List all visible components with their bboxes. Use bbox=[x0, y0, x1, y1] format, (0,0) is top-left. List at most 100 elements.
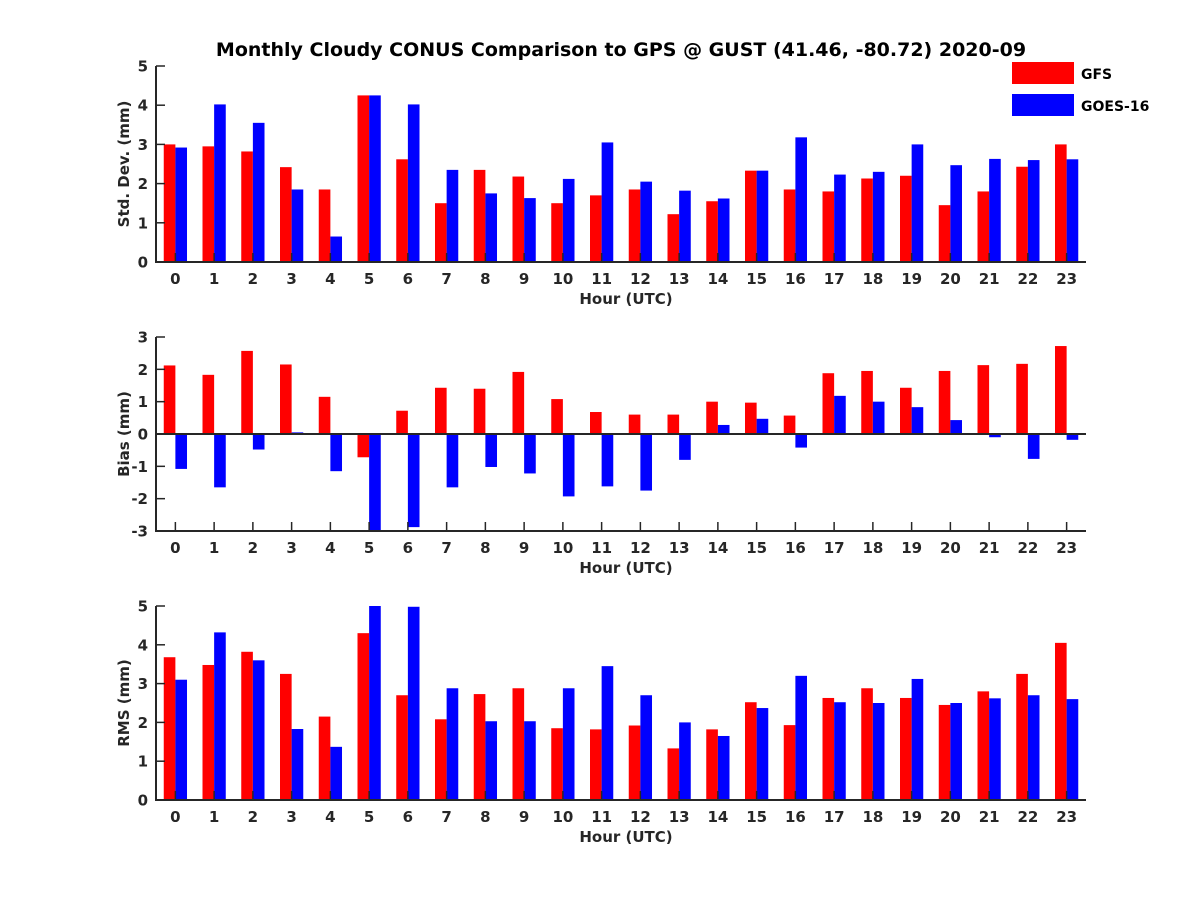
x-tick-label: 8 bbox=[480, 539, 490, 557]
bar-gfs-hour-13 bbox=[667, 214, 680, 262]
x-tick-label: 15 bbox=[746, 270, 767, 288]
legend-label-gfs: GFS bbox=[1081, 67, 1112, 83]
y-tick-label: -1 bbox=[131, 458, 148, 476]
bar-goes-16-hour-21 bbox=[989, 434, 1001, 438]
bar-goes-16-hour-14 bbox=[717, 735, 730, 800]
bar-gfs-hour-2 bbox=[241, 350, 253, 434]
x-tick-label: 15 bbox=[746, 539, 767, 557]
bar-goes-16-hour-8 bbox=[485, 193, 498, 262]
bar-gfs-hour-19 bbox=[900, 697, 912, 800]
x-tick-label: 10 bbox=[552, 270, 573, 288]
x-tick-label: 23 bbox=[1056, 808, 1077, 826]
x-tick-label: 4 bbox=[325, 270, 335, 288]
bar-gfs-hour-1 bbox=[202, 374, 215, 434]
bar-goes-16-hour-13 bbox=[679, 190, 691, 262]
bar-gfs-hour-6 bbox=[396, 159, 408, 262]
x-tick-label: 18 bbox=[862, 270, 883, 288]
x-tick-label: 21 bbox=[979, 808, 1000, 826]
bar-goes-16-hour-20 bbox=[950, 165, 962, 262]
bar-goes-16-hour-17 bbox=[834, 174, 846, 262]
x-tick-label: 0 bbox=[170, 539, 180, 557]
bar-gfs-hour-7 bbox=[435, 719, 447, 800]
x-tick-label: 12 bbox=[630, 808, 651, 826]
bar-gfs-hour-14 bbox=[706, 201, 718, 262]
bar-gfs-hour-6 bbox=[396, 410, 408, 434]
bar-gfs-hour-1 bbox=[202, 664, 215, 800]
x-tick-label: 9 bbox=[519, 270, 529, 288]
bar-goes-16-hour-16 bbox=[795, 434, 807, 448]
bar-gfs-hour-20 bbox=[938, 704, 951, 800]
bar-goes-16-hour-11 bbox=[601, 142, 614, 262]
bar-goes-16-hour-2 bbox=[252, 122, 265, 262]
bar-goes-16-hour-12 bbox=[640, 434, 653, 491]
bar-goes-16-hour-19 bbox=[911, 407, 924, 434]
x-tick-label: 0 bbox=[170, 808, 180, 826]
bar-gfs-hour-0 bbox=[163, 144, 176, 262]
bar-gfs-hour-6 bbox=[396, 695, 408, 800]
bar-goes-16-hour-16 bbox=[795, 675, 807, 800]
y-tick-label: 3 bbox=[138, 675, 148, 693]
x-tick-label: 8 bbox=[480, 808, 490, 826]
x-tick-label: 18 bbox=[862, 808, 883, 826]
bar-goes-16-hour-15 bbox=[756, 708, 769, 800]
legend: GFS GOES-16 bbox=[1012, 62, 1149, 116]
legend-label-goes-16: GOES-16 bbox=[1081, 99, 1149, 115]
x-tick-label: 20 bbox=[940, 539, 961, 557]
bar-gfs-hour-19 bbox=[900, 387, 912, 434]
x-tick-label: 8 bbox=[480, 270, 490, 288]
bar-gfs-hour-5 bbox=[357, 434, 370, 458]
bar-goes-16-hour-2 bbox=[252, 660, 265, 800]
bar-gfs-hour-13 bbox=[667, 748, 680, 800]
bar-gfs-hour-17 bbox=[822, 697, 835, 800]
x-tick-label: 1 bbox=[209, 539, 219, 557]
y-tick-label: 3 bbox=[138, 136, 148, 154]
bar-gfs-hour-16 bbox=[783, 725, 796, 800]
bar-gfs-hour-11 bbox=[590, 195, 602, 262]
x-tick-label: 12 bbox=[630, 539, 651, 557]
x-tick-label: 7 bbox=[441, 270, 451, 288]
x-axis-label: Hour (UTC) bbox=[579, 559, 672, 577]
x-tick-label: 10 bbox=[552, 808, 573, 826]
bar-gfs-hour-18 bbox=[861, 688, 873, 800]
x-tick-label: 9 bbox=[519, 808, 529, 826]
y-tick-label: 1 bbox=[138, 393, 148, 411]
y-axis-label: RMS (mm) bbox=[115, 659, 133, 746]
x-tick-label: 9 bbox=[519, 539, 529, 557]
bar-gfs-hour-4 bbox=[318, 189, 331, 262]
bar-gfs-hour-15 bbox=[745, 402, 757, 434]
x-tick-label: 12 bbox=[630, 270, 651, 288]
x-tick-label: 3 bbox=[286, 270, 296, 288]
bar-goes-16-hour-8 bbox=[485, 434, 498, 467]
bar-goes-16-hour-20 bbox=[950, 703, 962, 800]
x-tick-label: 6 bbox=[403, 539, 413, 557]
figure-title: Monthly Cloudy CONUS Comparison to GPS @… bbox=[216, 39, 1026, 61]
x-tick-label: 10 bbox=[552, 539, 573, 557]
bar-goes-16-hour-13 bbox=[679, 722, 691, 800]
y-tick-label: 0 bbox=[138, 792, 148, 810]
bar-gfs-hour-8 bbox=[473, 694, 486, 800]
x-tick-label: 17 bbox=[824, 808, 845, 826]
y-axis-label: Bias (mm) bbox=[115, 391, 133, 477]
y-tick-label: 5 bbox=[138, 58, 148, 76]
bar-gfs-hour-7 bbox=[435, 387, 447, 434]
bar-goes-16-hour-5 bbox=[369, 434, 381, 531]
y-tick-label: -2 bbox=[131, 490, 148, 508]
bar-goes-16-hour-23 bbox=[1066, 434, 1079, 440]
x-tick-label: 22 bbox=[1017, 808, 1038, 826]
bar-goes-16-hour-11 bbox=[601, 434, 614, 487]
x-tick-label: 1 bbox=[209, 808, 219, 826]
bar-gfs-hour-11 bbox=[590, 412, 602, 434]
bar-goes-16-hour-9 bbox=[524, 434, 536, 474]
bar-goes-16-hour-13 bbox=[679, 434, 691, 460]
bar-gfs-hour-10 bbox=[551, 728, 563, 800]
bar-goes-16-hour-19 bbox=[911, 678, 924, 800]
bar-goes-16-hour-10 bbox=[562, 688, 575, 800]
bar-goes-16-hour-5 bbox=[369, 606, 381, 800]
bar-gfs-hour-0 bbox=[163, 365, 176, 434]
x-tick-label: 22 bbox=[1017, 539, 1038, 557]
bar-gfs-hour-17 bbox=[822, 191, 835, 262]
bar-goes-16-hour-3 bbox=[291, 189, 304, 262]
bar-goes-16-hour-0 bbox=[175, 434, 188, 469]
bar-goes-16-hour-7 bbox=[446, 434, 459, 488]
x-tick-label: 14 bbox=[707, 539, 728, 557]
